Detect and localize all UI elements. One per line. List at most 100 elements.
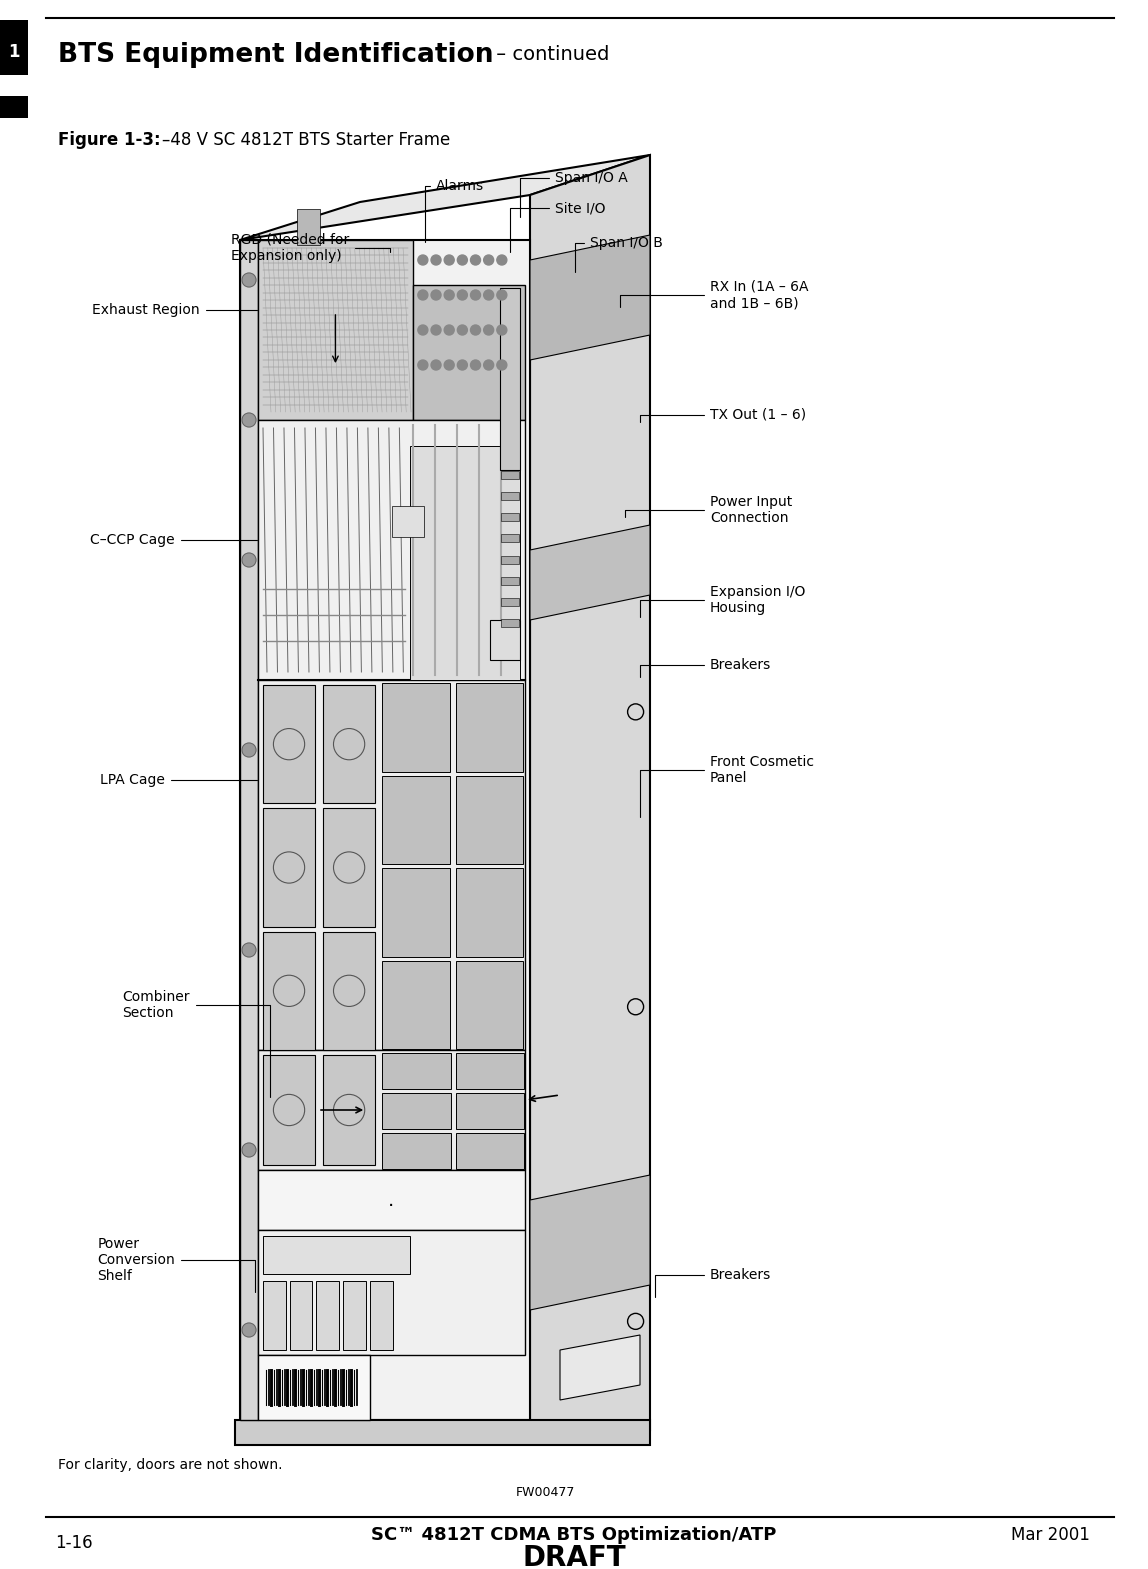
Bar	[501, 535, 519, 543]
Bar	[456, 868, 523, 957]
Circle shape	[483, 290, 494, 300]
Bar	[501, 577, 519, 585]
Text: BTS Equipment Identification: BTS Equipment Identification	[59, 42, 494, 67]
Circle shape	[444, 256, 455, 265]
Text: – continued: – continued	[490, 46, 610, 64]
Circle shape	[418, 290, 428, 300]
Circle shape	[444, 359, 455, 370]
Bar	[258, 1050, 525, 1170]
Text: –48 V SC 4812T BTS Starter Frame: –48 V SC 4812T BTS Starter Frame	[162, 130, 450, 149]
Bar	[382, 1094, 450, 1130]
Bar	[235, 1420, 650, 1445]
Circle shape	[457, 325, 467, 336]
Polygon shape	[530, 526, 650, 620]
Bar	[382, 960, 450, 1050]
Circle shape	[497, 256, 506, 265]
Circle shape	[483, 256, 494, 265]
Polygon shape	[530, 235, 650, 359]
Bar	[323, 932, 375, 1050]
Bar	[456, 1094, 523, 1130]
Bar	[382, 1053, 450, 1089]
Bar	[410, 446, 520, 679]
Bar	[0, 20, 28, 75]
Bar	[456, 960, 523, 1050]
Bar	[323, 808, 375, 927]
Bar	[501, 598, 519, 606]
Bar	[296, 209, 320, 245]
Text: Site I/O: Site I/O	[510, 201, 605, 253]
Text: Span I/O B: Span I/O B	[575, 235, 662, 273]
Circle shape	[418, 359, 428, 370]
Text: Exhaust Region: Exhaust Region	[92, 303, 257, 317]
Bar	[240, 240, 530, 1420]
Bar	[263, 808, 315, 927]
Text: Expansion I/O
Housing: Expansion I/O Housing	[639, 585, 806, 617]
Bar	[258, 679, 525, 1050]
Circle shape	[430, 256, 441, 265]
Bar	[258, 1356, 370, 1420]
Bar	[382, 1133, 450, 1169]
Text: Breakers: Breakers	[639, 657, 771, 678]
Circle shape	[497, 290, 506, 300]
Text: Combiner
Section: Combiner Section	[123, 990, 270, 1097]
Bar	[490, 620, 520, 661]
Bar	[501, 555, 519, 563]
Text: LPA Cage: LPA Cage	[100, 774, 257, 788]
Circle shape	[444, 290, 455, 300]
Text: Breakers: Breakers	[656, 1268, 771, 1298]
Text: Span I/O A: Span I/O A	[520, 171, 628, 217]
Circle shape	[242, 744, 256, 756]
Circle shape	[457, 290, 467, 300]
Bar	[382, 683, 450, 772]
Circle shape	[430, 325, 441, 336]
Circle shape	[457, 359, 467, 370]
Bar	[258, 240, 413, 420]
Text: FW00477: FW00477	[515, 1486, 575, 1500]
Circle shape	[242, 273, 256, 287]
Text: Front Cosmetic
Panel: Front Cosmetic Panel	[639, 755, 814, 817]
Circle shape	[430, 359, 441, 370]
Bar	[258, 420, 525, 679]
Circle shape	[242, 413, 256, 427]
Circle shape	[444, 325, 455, 336]
Bar	[456, 1133, 523, 1169]
Bar	[501, 513, 519, 521]
Bar	[370, 1282, 393, 1349]
Polygon shape	[530, 155, 650, 1429]
Bar	[258, 1170, 525, 1230]
Bar	[323, 1054, 375, 1166]
Text: Power
Conversion
Shelf: Power Conversion Shelf	[98, 1236, 255, 1293]
Text: 1-16: 1-16	[55, 1534, 93, 1552]
Circle shape	[457, 256, 467, 265]
Bar	[343, 1282, 366, 1349]
Circle shape	[242, 1323, 256, 1337]
Bar	[382, 775, 450, 865]
Polygon shape	[560, 1335, 639, 1400]
Bar	[501, 471, 519, 479]
Bar	[263, 686, 315, 803]
Bar	[391, 505, 424, 537]
Circle shape	[242, 552, 256, 566]
Bar	[456, 775, 523, 865]
Text: DRAFT: DRAFT	[522, 1544, 626, 1569]
Text: RX In (1A – 6A
and 1B – 6B): RX In (1A – 6A and 1B – 6B)	[620, 279, 808, 311]
Bar	[289, 1282, 312, 1349]
Circle shape	[418, 325, 428, 336]
Text: TX Out (1 – 6): TX Out (1 – 6)	[639, 408, 806, 422]
Text: SC™ 4812T CDMA BTS Optimization/ATP: SC™ 4812T CDMA BTS Optimization/ATP	[371, 1527, 777, 1544]
Bar	[413, 286, 525, 420]
Bar	[323, 686, 375, 803]
Bar	[263, 932, 315, 1050]
Circle shape	[418, 256, 428, 265]
Text: Power Input
Connection: Power Input Connection	[625, 494, 792, 526]
Circle shape	[483, 325, 494, 336]
Text: .: .	[388, 1191, 395, 1210]
Polygon shape	[240, 155, 650, 240]
Circle shape	[483, 359, 494, 370]
Circle shape	[497, 325, 506, 336]
Bar	[263, 1282, 286, 1349]
Text: C–CCP Cage: C–CCP Cage	[91, 533, 257, 548]
Circle shape	[471, 325, 481, 336]
Bar	[0, 96, 28, 118]
Bar	[382, 868, 450, 957]
